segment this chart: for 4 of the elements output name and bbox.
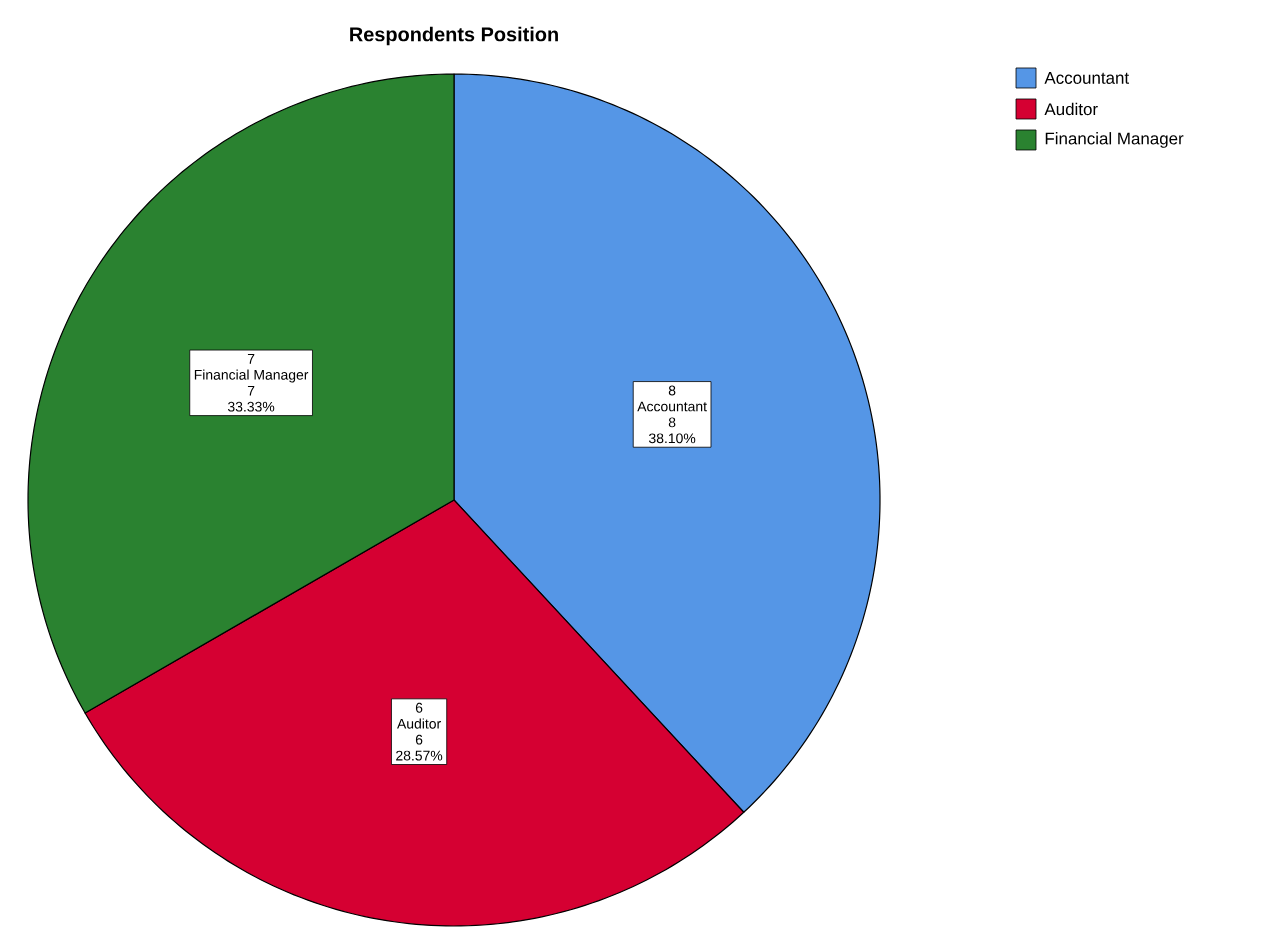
legend-label: Accountant [1044,72,1130,84]
legend-label: Financial Manager [1045,132,1184,148]
chart-title: Respondents Position [350,26,558,46]
legend-label: Auditor [1044,102,1098,116]
